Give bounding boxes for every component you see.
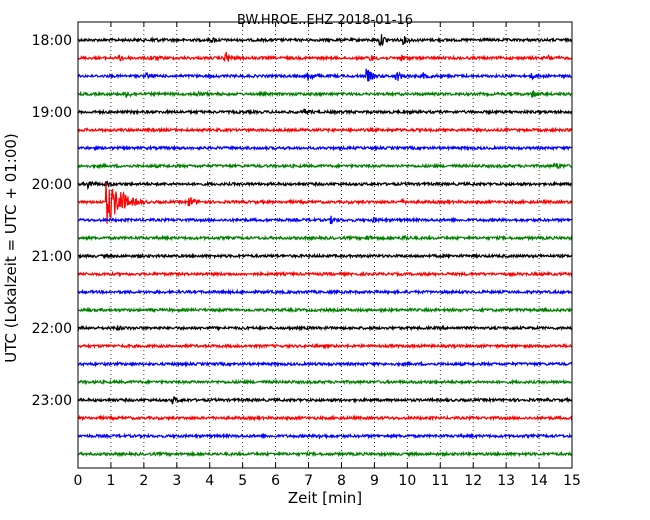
trace-2000 xyxy=(77,180,573,191)
x-tick-label: 13 xyxy=(497,473,515,489)
trace-2215 xyxy=(77,342,573,350)
x-tick-label: 2 xyxy=(139,473,148,489)
y-tick-label: 22:00 xyxy=(32,321,72,337)
trace-2315 xyxy=(77,414,573,422)
trace-1845 xyxy=(77,89,573,98)
trace-2145 xyxy=(77,306,573,314)
trace-2115 xyxy=(77,270,573,278)
trace-1830 xyxy=(77,68,573,82)
x-tick-label: 8 xyxy=(337,473,346,489)
trace-group xyxy=(77,34,573,458)
trace-1915 xyxy=(77,126,573,134)
y-tick-label: 19:00 xyxy=(32,105,72,121)
trace-2015 xyxy=(77,182,573,224)
x-axis-label: Zeit [min] xyxy=(288,489,362,507)
trace-1815 xyxy=(77,51,573,62)
trace-1945 xyxy=(77,162,573,170)
x-tick-label: 1 xyxy=(106,473,115,489)
y-tick-label: 23:00 xyxy=(32,393,72,409)
x-tick-label: 7 xyxy=(304,473,313,489)
axes-group: 0 1 2 3 4 5 6 7 8 9 10 11 12 13 14 1518:0019:0020:0021:… xyxy=(32,22,581,489)
y-tick-label: 21:00 xyxy=(32,249,72,265)
trace-2045 xyxy=(77,234,573,242)
y-tick-label: 20:00 xyxy=(32,177,72,193)
x-tick-label: 15 xyxy=(563,473,581,489)
trace-2300 xyxy=(77,396,573,405)
x-tick-label: 12 xyxy=(464,473,482,489)
x-tick-label: 4 xyxy=(205,473,214,489)
x-tick-label: 3 xyxy=(172,473,181,489)
chart-title: BW.HROE..EHZ 2018-01-16 xyxy=(237,13,413,28)
trace-2030 xyxy=(77,215,573,225)
x-tick-label: 0 xyxy=(74,473,83,489)
trace-2245 xyxy=(77,378,573,386)
trace-2130 xyxy=(77,288,573,296)
y-tick-label: 18:00 xyxy=(32,33,72,49)
trace-1800 xyxy=(77,34,573,47)
x-tick-label: 9 xyxy=(370,473,379,489)
x-tick-label: 5 xyxy=(238,473,247,489)
trace-1930 xyxy=(77,144,573,152)
trace-2230 xyxy=(77,360,573,368)
trace-2100 xyxy=(77,252,573,260)
y-axis-label: UTC (Lokalzeit = UTC + 01:00) xyxy=(2,133,20,363)
x-tick-label: 6 xyxy=(271,473,280,489)
x-tick-label: 14 xyxy=(530,473,548,489)
x-tick-label: 11 xyxy=(431,473,449,489)
trace-2345 xyxy=(77,450,573,458)
trace-2200 xyxy=(77,324,573,332)
plot-frame xyxy=(77,21,573,469)
trace-2330 xyxy=(77,432,573,440)
x-tick-label: 10 xyxy=(398,473,416,489)
trace-1900 xyxy=(77,108,573,116)
